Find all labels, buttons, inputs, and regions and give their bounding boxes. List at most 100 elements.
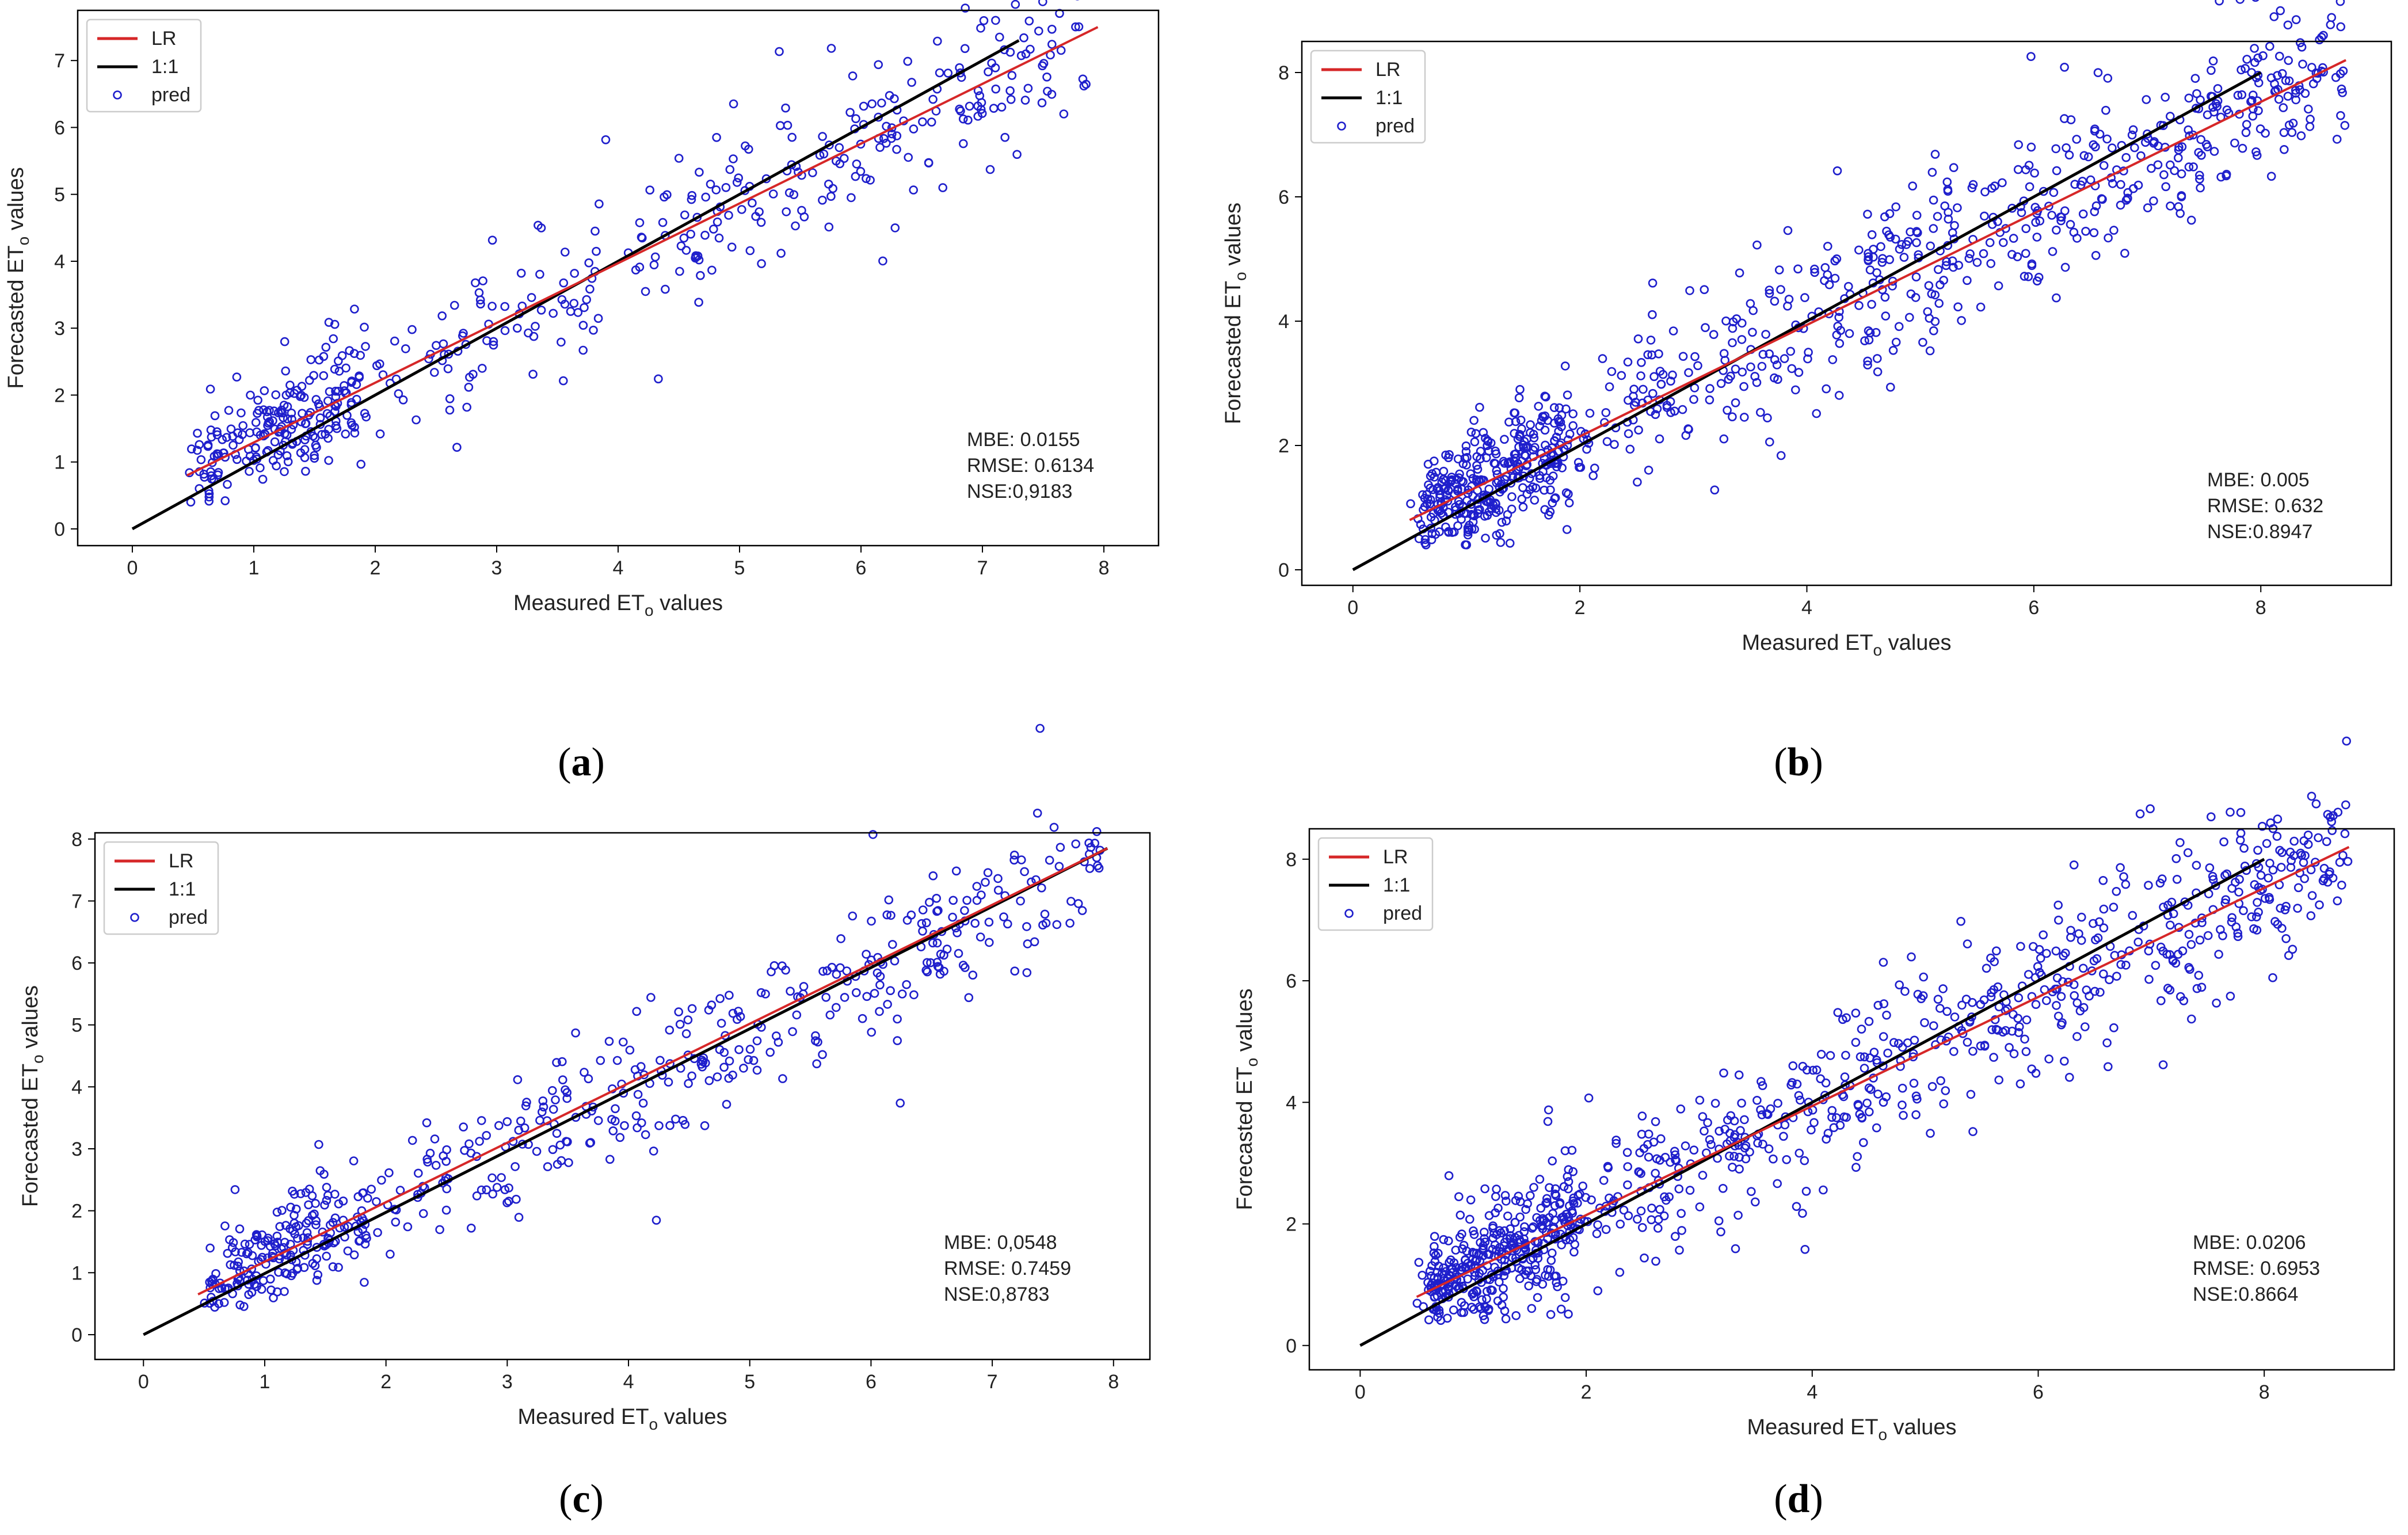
scatter-point (964, 993, 974, 1003)
stats-annotation: NSE:0,8783 (944, 1283, 1049, 1305)
scatter-point (1547, 1248, 1557, 1258)
scatter-point (2079, 151, 2089, 161)
scatter-point (1607, 367, 1617, 376)
legend-label: LR (169, 850, 193, 872)
scatter-point (2173, 950, 2183, 959)
scatter-point (1925, 346, 1935, 356)
scatter-point (1518, 502, 1528, 512)
scatter-point (1972, 258, 1982, 267)
scatter-point (330, 319, 340, 329)
scatter-point (1520, 1222, 1529, 1232)
scatter-point (2207, 812, 2216, 822)
scatter-point (2258, 51, 2268, 60)
scatter-point (1625, 444, 1635, 454)
y-axis-label-tail: values (18, 985, 43, 1054)
scatter-point (2104, 233, 2113, 243)
scatter-point (1463, 530, 1473, 540)
scatter-point (1880, 292, 1890, 302)
scatter-point (301, 466, 310, 476)
scatter-point (269, 406, 279, 416)
scatter-point (516, 1116, 525, 1126)
scatter-point (983, 868, 993, 877)
scatter-point (528, 370, 538, 379)
scatter-point (1575, 1189, 1584, 1199)
x-axis-label-sub: o (1879, 1426, 1888, 1443)
scatter-point (1610, 440, 1619, 450)
stats-annotation: MBE: 0.0206 (2193, 1232, 2306, 1254)
scatter-point (2015, 1022, 2024, 1031)
scatter-point (2283, 92, 2293, 101)
scatter-point (1533, 1293, 1542, 1302)
scatter-point (1518, 440, 1528, 450)
scatter-point (300, 453, 310, 462)
scatter-point (466, 1148, 476, 1158)
pred-points (185, 0, 1091, 507)
scatter-point (2342, 736, 2351, 746)
scatter-point (1032, 809, 1042, 818)
scatter-point (2196, 135, 2205, 144)
scatter-point (237, 1248, 246, 1257)
scatter-point (306, 355, 316, 364)
scatter-point (1592, 1229, 1602, 1239)
scatter-point (1585, 409, 1595, 418)
scatter-point (2089, 228, 2099, 238)
scatter-point (1968, 1127, 1978, 1136)
scatter-point (2192, 860, 2201, 870)
scatter-point (1898, 1083, 1907, 1093)
scatter-point (692, 212, 702, 222)
scatter-point (852, 988, 861, 997)
scatter-point (2277, 848, 2287, 857)
scatter-point (2300, 851, 2310, 860)
scatter-point (1430, 1292, 1439, 1301)
scatter-point (487, 1173, 497, 1183)
scatter-point (559, 278, 569, 288)
scatter-point (1911, 293, 1921, 302)
scatter-point (1616, 1219, 1625, 1229)
scatter-point (593, 314, 603, 323)
scatter-point (707, 265, 717, 275)
scatter-point (300, 435, 310, 445)
x-axis-label-tail: values (654, 591, 723, 615)
scatter-point (638, 1098, 648, 1108)
scatter-point (277, 1206, 287, 1215)
scatter-point (2219, 837, 2228, 847)
y-tick-label: 6 (54, 117, 65, 139)
scatter-point (1453, 454, 1463, 464)
scatter-point (1698, 1171, 1708, 1180)
scatter-point (2072, 998, 2082, 1008)
scatter-point (893, 1014, 902, 1024)
scatter-point (1042, 73, 1051, 82)
scatter-point (2053, 1011, 2063, 1021)
scatter-point (260, 386, 269, 395)
scatter-point (2021, 224, 2030, 234)
scatter-point (1480, 1315, 1489, 1324)
scatter-point (2184, 125, 2193, 135)
scatter-point (1503, 1211, 1512, 1221)
scatter-point (1514, 393, 1524, 403)
scatter-point (215, 1278, 225, 1288)
scatter-point (534, 220, 543, 230)
scatter-point (1907, 952, 1916, 962)
scatter-point (1690, 352, 1700, 361)
scatter-point (752, 1065, 762, 1075)
scatter-point (1490, 1240, 1500, 1250)
scatter-point (835, 143, 844, 153)
scatter-point (1439, 1235, 1449, 1244)
scatter-point (2159, 902, 2168, 912)
scatter-point (578, 321, 588, 330)
scatter-point (1860, 336, 1869, 345)
scatter-point (2274, 94, 2284, 104)
scatter-point (310, 1261, 320, 1270)
scatter-point (1546, 1256, 1556, 1265)
scatter-point (1982, 963, 1991, 973)
scatter-point (1879, 999, 1889, 1008)
scatter-point (1643, 350, 1653, 360)
scatter-point (1500, 1226, 1509, 1236)
scatter-point (2072, 1032, 2082, 1041)
scatter-point (488, 1189, 498, 1199)
scatter-point (878, 256, 887, 266)
scatter-point (1894, 322, 1904, 332)
scatter-point (721, 1031, 730, 1041)
scatter-point (2143, 203, 2152, 212)
